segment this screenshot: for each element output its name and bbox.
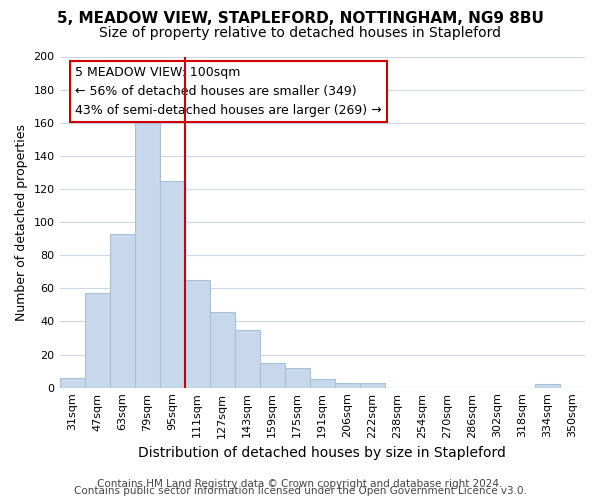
Bar [285, 368, 310, 388]
Bar [185, 280, 209, 388]
Bar [85, 294, 110, 388]
Text: Contains HM Land Registry data © Crown copyright and database right 2024.: Contains HM Land Registry data © Crown c… [97, 479, 503, 489]
Bar [160, 180, 185, 388]
Bar [235, 330, 260, 388]
Bar [335, 382, 360, 388]
Bar [59, 378, 85, 388]
Y-axis label: Number of detached properties: Number of detached properties [15, 124, 28, 320]
Bar [535, 384, 560, 388]
X-axis label: Distribution of detached houses by size in Stapleford: Distribution of detached houses by size … [139, 446, 506, 460]
Bar [360, 382, 385, 388]
Text: Size of property relative to detached houses in Stapleford: Size of property relative to detached ho… [99, 26, 501, 40]
Bar [310, 380, 335, 388]
Bar [260, 363, 285, 388]
Bar [134, 122, 160, 388]
Text: 5 MEADOW VIEW: 100sqm
← 56% of detached houses are smaller (349)
43% of semi-det: 5 MEADOW VIEW: 100sqm ← 56% of detached … [76, 66, 382, 118]
Bar [110, 234, 134, 388]
Bar [209, 312, 235, 388]
Text: 5, MEADOW VIEW, STAPLEFORD, NOTTINGHAM, NG9 8BU: 5, MEADOW VIEW, STAPLEFORD, NOTTINGHAM, … [56, 11, 544, 26]
Text: Contains public sector information licensed under the Open Government Licence v3: Contains public sector information licen… [74, 486, 526, 496]
